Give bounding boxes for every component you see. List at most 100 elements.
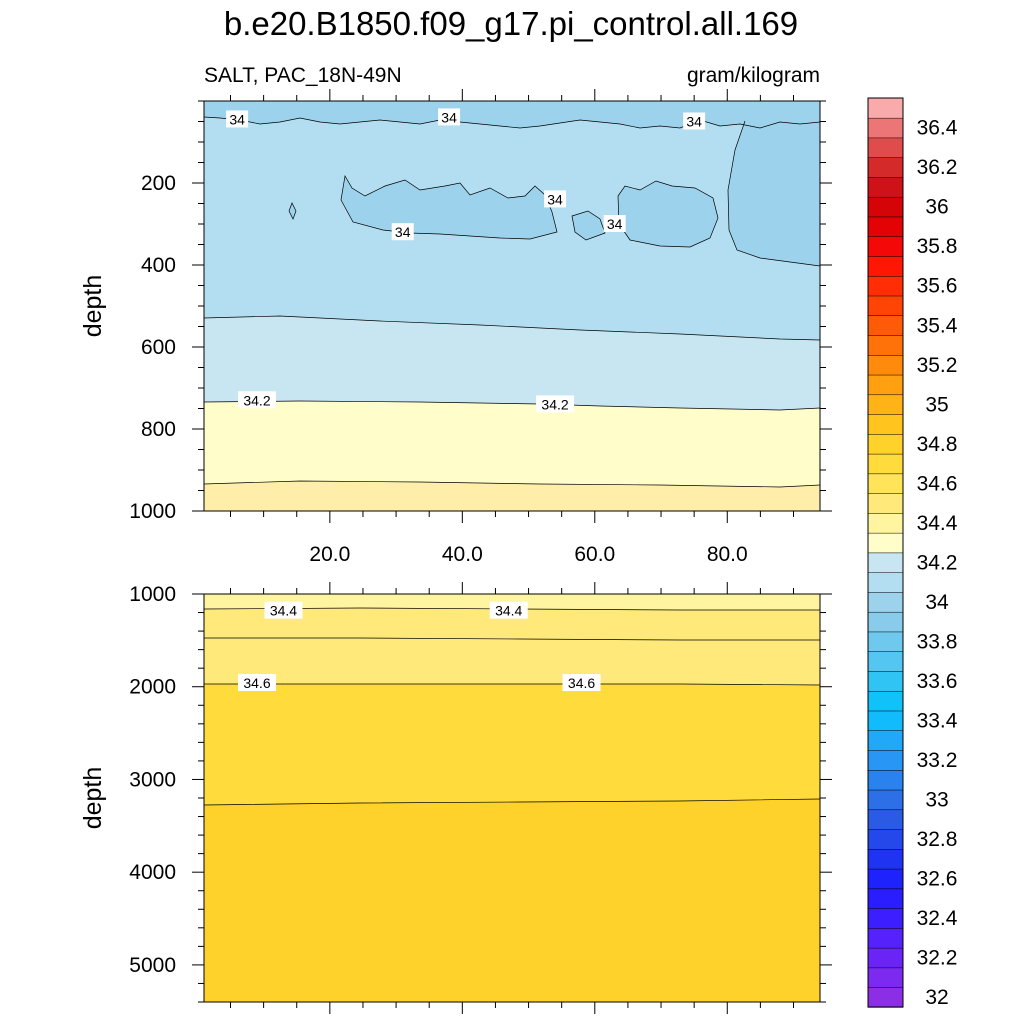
contour-label: 34 [229,111,245,127]
colorbar-swatch [867,97,904,119]
contour-label-bg [391,223,414,241]
colorbar-swatch [867,651,904,672]
colorbar-swatch [867,611,904,633]
colorbar-swatch [867,216,904,237]
colorbar-tick-label: 32.2 [917,947,958,970]
colorbar-tick-label: 34.8 [917,433,958,456]
colorbar-swatch [867,512,904,534]
contour-label: 34.4 [270,603,297,619]
contour-label-bg [562,674,601,692]
colorbar-swatch [867,927,904,949]
colorbar-swatch [867,354,904,376]
colorbar-swatch [867,157,904,178]
colorbar-swatch [867,690,904,712]
colorbar-tick-label: 35.8 [917,235,958,258]
colorbar-swatch [867,730,904,751]
mid-subsurface-patch [572,211,605,240]
colorbar-swatch [867,710,904,731]
contour-label-bg [226,110,249,128]
x-tick-label: 20.0 [309,543,350,566]
colorbar-swatch [867,789,904,811]
colorbar-swatch [867,413,904,435]
contour-label: 34.6 [568,675,595,691]
contour-label-bg [603,215,626,232]
band-34-5 [204,594,820,685]
colorbar-swatch [867,117,904,139]
colorbar-swatch [867,591,904,613]
contour-label-bg [489,601,528,619]
y-tick-label: 1000 [129,583,176,606]
colorbar-swatch [867,492,904,514]
colorbar-tick-label: 33.2 [917,749,958,772]
colorbar-swatch [867,769,904,791]
colorbar-swatch [867,749,904,771]
colorbar-swatch [867,176,904,198]
contour-label-bg [264,601,303,619]
contour-label: 34 [547,191,563,207]
colorbar-tick-label: 33.8 [917,630,958,653]
upper-contour-labels: 34 34 34 34 34 34 34.2 34.2 [226,108,706,413]
lower-fill [204,594,820,1002]
contour-label: 34.2 [243,392,270,408]
lower-ticks: 1000 2000 3000 4000 5000 [129,582,832,1014]
y-tick-label: 400 [141,254,176,277]
colorbar-swatch [867,828,904,850]
lower-panel: 34.4 34.4 34.6 34.6 1000 2000 3000 4000 5000 de… [79,582,832,1014]
colorbar-swatch [867,374,904,396]
colorbar-swatch [867,453,904,475]
y-tick-label: 3000 [129,768,176,791]
colorbar-swatch [867,907,904,929]
lower-y-axis-label: depth [79,767,107,830]
colorbar-tick-label: 34.4 [917,512,958,535]
contour-label-bg [237,391,276,409]
colorbar-tick-label: 35.6 [917,275,958,298]
y-tick-label: 800 [141,418,176,441]
colorbar-tick-label: 36.4 [917,117,958,140]
colorbar-swatch [867,394,904,415]
surface-low-salinity [204,101,820,128]
contour-label-bg [438,108,461,126]
upper-contours [203,116,821,488]
colorbar-tick-label: 35.4 [917,314,958,337]
east-subsurface-patch [618,181,718,247]
colorbar-tick-label: 32.6 [917,868,958,891]
x-tick-label: 40.0 [442,543,483,566]
y-tick-label: 2000 [129,676,176,699]
colorbar-swatch [867,888,904,909]
colorbar-tick-label: 36.2 [917,156,958,179]
colorbar-tick-label: 34.2 [917,551,958,574]
colorbar-tick-label: 35.2 [917,354,958,377]
colorbar-swatch [867,868,904,890]
colorbar-swatch [867,809,904,830]
variable-label: SALT, PAC_18N-49N [204,64,402,87]
contour-label: 34 [686,114,702,130]
colorbar-swatch [867,986,904,1008]
contour-label: 34 [441,109,457,125]
units-label: gram/kilogram [687,64,820,87]
colorbar-swatch [867,572,904,593]
east-patch [728,118,820,266]
colorbar-tick-label: 32.4 [917,907,958,930]
y-tick-label: 200 [141,172,176,195]
colorbar-swatch [867,947,904,969]
colorbar-swatch [867,137,904,158]
y-tick-label: 4000 [129,861,176,884]
contour-label: 34 [607,216,623,232]
y-tick-label: 600 [141,336,176,359]
contour-label: 34.4 [495,603,522,619]
upper-ticks: 20.0 40.0 60.0 80.0 200 400 600 800 1000 [129,89,832,566]
colorbar-tick-label: 35 [925,393,948,416]
chart-title: b.e20.B1850.f09_g17.pi_control.all.169 [224,5,798,42]
colorbar-swatch [867,275,904,297]
colorbar-swatch [867,334,904,356]
contour-label: 34.2 [541,396,568,412]
colorbar-swatch [867,967,904,988]
colorbar-swatch [867,196,904,218]
contour-label-bg [544,190,567,208]
colorbar-tick-label: 32.8 [917,828,958,851]
contour-label: 34.6 [243,675,270,691]
colorbar-swatch [867,631,904,652]
x-tick-label: 60.0 [574,543,615,566]
contour-label: 34 [395,224,411,240]
colorbar-swatch [867,532,904,554]
